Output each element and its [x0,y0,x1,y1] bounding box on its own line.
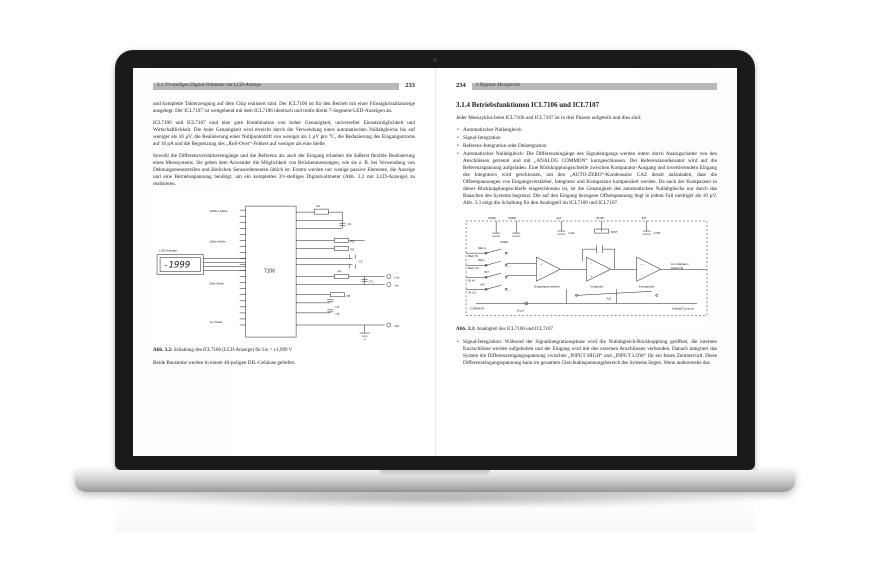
svg-text:Komparator: Komparator [639,285,655,289]
list-item: Referenz-Integration oder Deintegration [456,143,717,150]
svg-text:R2: R2 [351,239,355,243]
svg-text:C1: C1 [347,222,351,226]
svg-text:+: + [591,275,593,279]
paragraph: ICL7106 und ICL7107 sind eine gute Kombi… [153,120,415,148]
svg-text:R3: R3 [351,247,355,251]
list-item: Automatischer Nullabgleich: Die Differen… [456,151,717,207]
svg-text:CAZ: CAZ [568,231,574,235]
list-item: Signal-Integration [456,135,717,142]
svg-text:CREF: CREF [508,216,516,220]
paragraph: Jeder Messzyklus beim ICL7106 und ICL710… [456,115,717,122]
left-page: 3.1 3½-stelliges Digital-Voltmeter mit L… [133,68,435,456]
svg-text:R5: R5 [346,294,350,298]
page-number: 233 [405,82,415,91]
svg-text:+9V: +9V [394,324,399,328]
bullet-list: Signal-Integration: Während der Signalin… [456,339,717,367]
svg-text:REF LO: REF LO [468,267,480,271]
caption-text: Analogteil des ICL7106 und ICL7107 [477,327,553,332]
figure-caption: Abb. 3.3: Analogteil des ICL7106 und ICL… [456,327,717,334]
list-item: Signal-Integration: Während der Signalin… [456,339,717,367]
bullet-list: Automatischer Nullabgleich Signal-Integr… [456,127,717,207]
book-spread: 3.1 3½-stelliges Digital-Voltmeter mit L… [133,68,737,456]
running-head-text: 3.1 3½-stelliges Digital-Voltmeter mit L… [157,83,261,90]
svg-text:BUFF: BUFF [597,216,605,220]
section-title-text: Betriebsfunktionen ICL7106 und ICL7107 [472,101,599,109]
caption-label: Abb. 3.3: [456,327,476,332]
caption-label: Abb. 3.2: [153,348,173,353]
analog-section-diagram: CREF CREF CREF A/Z BUFF INT CAZ [456,213,717,323]
svg-text:1000er-Stelle: 1000er-Stelle [209,209,227,213]
svg-text:−: − [641,275,643,279]
list-item: Automatischer Nullabgleich [456,127,717,134]
paragraph: und komplette Takterzeugung auf dem Chip… [153,101,415,115]
svg-text:-1999: -1999 [163,260,190,270]
running-head-text: 3 Digitale Messgeräte [476,83,520,90]
svg-text:+: + [641,263,643,267]
svg-text:Integrator: Integrator [591,285,604,289]
svg-text:R4: R4 [337,270,341,274]
laptop-mockup: 3.1 3½-stelliges Digital-Voltmeter mit L… [75,50,795,530]
svg-text:100er-Stelle: 100er-Stelle [209,239,226,243]
svg-text:A/Z: A/Z [556,216,561,220]
figure-3-3: CREF CREF CREF A/Z BUFF INT CAZ [456,213,717,323]
left-page-header: 3.1 3½-stelliges Digital-Voltmeter mit L… [153,82,415,91]
page-number: 234 [456,82,466,91]
svg-text:7106: 7106 [264,269,275,275]
svg-text:INT: INT [642,216,647,220]
paragraph: Beide Bausteine werden in einem 40-polig… [153,360,415,367]
figure-caption: Abb. 3.2: Schaltung des ICL7106 (LCD-Anz… [153,348,415,355]
svg-text:CREF: CREF [500,241,508,245]
svg-text:10er-Stelle: 10er-Stelle [209,282,224,286]
svg-text:INT: INT [484,271,489,275]
svg-text:REF HI: REF HI [468,255,478,259]
svg-text:1er-Stelle: 1er-Stelle [209,320,222,324]
running-head-bar: 3.1 3½-stelliges Digital-Voltmeter mit L… [153,83,399,90]
svg-text:A/Z: A/Z [480,283,485,287]
svg-text:+Ue: +Ue [394,276,400,280]
svg-text:DE(-): DE(-) [478,259,485,263]
svg-text:−: − [591,263,593,267]
svg-text:Abschnitt: Abschnitt [671,267,684,271]
svg-text:LCD-Anzeige: LCD-Anzeige [159,248,177,252]
svg-text:−: − [540,275,542,279]
caption-text: Schaltung des ICL7106 (LCD-Anzeige) für … [174,348,292,353]
svg-text:C5: C5 [335,312,339,316]
svg-text:IN LO: IN LO [468,291,477,295]
right-page-header: 234 3 Digitale Messgeräte [456,82,717,91]
screen-bezel: 3.1 3½-stelliges Digital-Voltmeter mit L… [115,50,755,470]
svg-text:+: + [540,263,542,267]
svg-text:C2: C2 [359,259,363,263]
right-page: 234 3 Digitale Messgeräte 3.1.4 Betriebs… [435,68,737,456]
figure-3-2: -1999 LCD-Anzeige 7106 [153,194,415,345]
svg-text:C4: C4 [335,305,339,309]
svg-text:A/Z: A/Z [607,297,612,301]
svg-text:IN HI: IN HI [468,279,475,283]
svg-text:CREF: CREF [488,216,496,220]
laptop-base [75,470,795,492]
svg-text:-Ue: -Ue [394,284,399,288]
svg-text:DE(+): DE(+) [478,247,486,251]
svg-text:RINT: RINT [611,230,618,234]
running-head-bar: 3 Digitale Messgeräte [472,83,717,90]
svg-text:COMMON: COMMON [470,307,484,311]
section-number: 3.1.4 [456,101,470,109]
svg-text:Analog-Common: Analog-Common [672,307,695,311]
laptop-reflection [115,496,755,532]
svg-text:Eingangsverstärker: Eingangsverstärker [534,285,560,289]
circuit-diagram-icl7106: -1999 LCD-Anzeige 7106 [153,194,415,345]
svg-text:CINT: CINT [654,231,661,235]
svg-text:R1: R1 [316,204,320,208]
svg-text:C3: C3 [369,280,373,284]
paragraph: Sowohl die Differenzverstärkereingänge u… [153,153,415,188]
section-heading: 3.1.4 Betriebsfunktionen ICL7106 und ICL… [456,101,717,110]
svg-text:10 µA: 10 µA [516,309,524,313]
camera-dot [433,58,437,62]
